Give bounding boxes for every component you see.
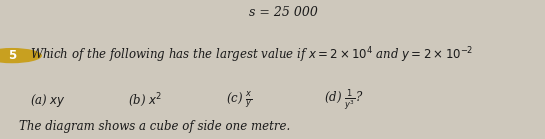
Text: 5: 5 [8,49,16,62]
Text: s = 25 000: s = 25 000 [249,6,318,19]
Text: (b) $x^2$: (b) $x^2$ [128,91,162,109]
Text: Which of the following has the largest value if $x = 2 \times 10^4$ and $y = 2 \: Which of the following has the largest v… [30,46,474,65]
Circle shape [0,48,42,63]
Text: (d) $\frac{1}{y^3}$?: (d) $\frac{1}{y^3}$? [324,88,364,113]
Text: (c) $\frac{x}{y}$: (c) $\frac{x}{y}$ [226,90,253,110]
Text: The diagram shows a cube of side one metre.: The diagram shows a cube of side one met… [19,120,290,133]
Text: (a) $xy$: (a) $xy$ [30,92,66,109]
